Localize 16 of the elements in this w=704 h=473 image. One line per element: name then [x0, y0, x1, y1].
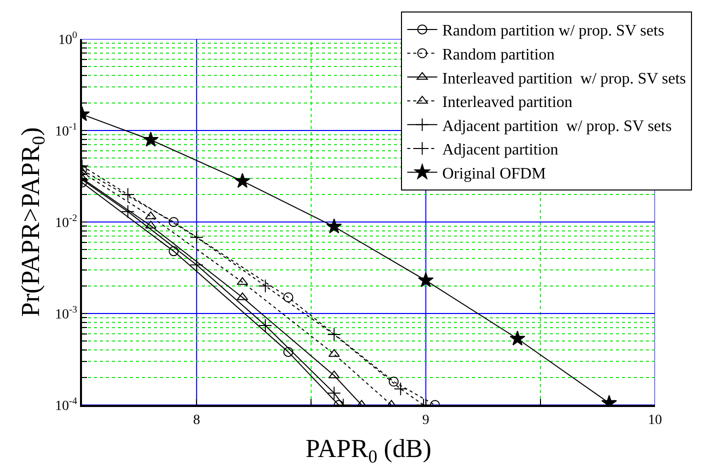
- x-tick-label: 10: [648, 412, 662, 428]
- x-tick-label: 9: [422, 412, 430, 428]
- legend-label: Adjacent partition w/ prop. SV sets: [442, 118, 672, 135]
- y-tick-label: 10$^{0}$: [58, 30, 78, 48]
- legend-label: Random partition: [442, 46, 555, 64]
- legend-label: Random partition w/ prop. SV sets: [442, 22, 664, 40]
- legend-label: Interleaved partition w/ prop. SV sets: [442, 70, 686, 88]
- y-tick-label: 10$^{-3}$: [55, 304, 78, 322]
- y-tick-label: 10$^{-1}$: [55, 122, 78, 140]
- x-axis-title: PAPR$_{0}$ (dB): [306, 434, 432, 466]
- legend-label: Interleaved partition: [442, 94, 572, 112]
- y-tick-label: 10$^{-2}$: [55, 213, 78, 231]
- y-tick-label: 10$^{-4}$: [55, 396, 78, 414]
- legend-label: Original OFDM: [442, 165, 546, 182]
- x-tick-label: 8: [193, 412, 200, 428]
- legend-label: Adjacent partition: [442, 142, 558, 159]
